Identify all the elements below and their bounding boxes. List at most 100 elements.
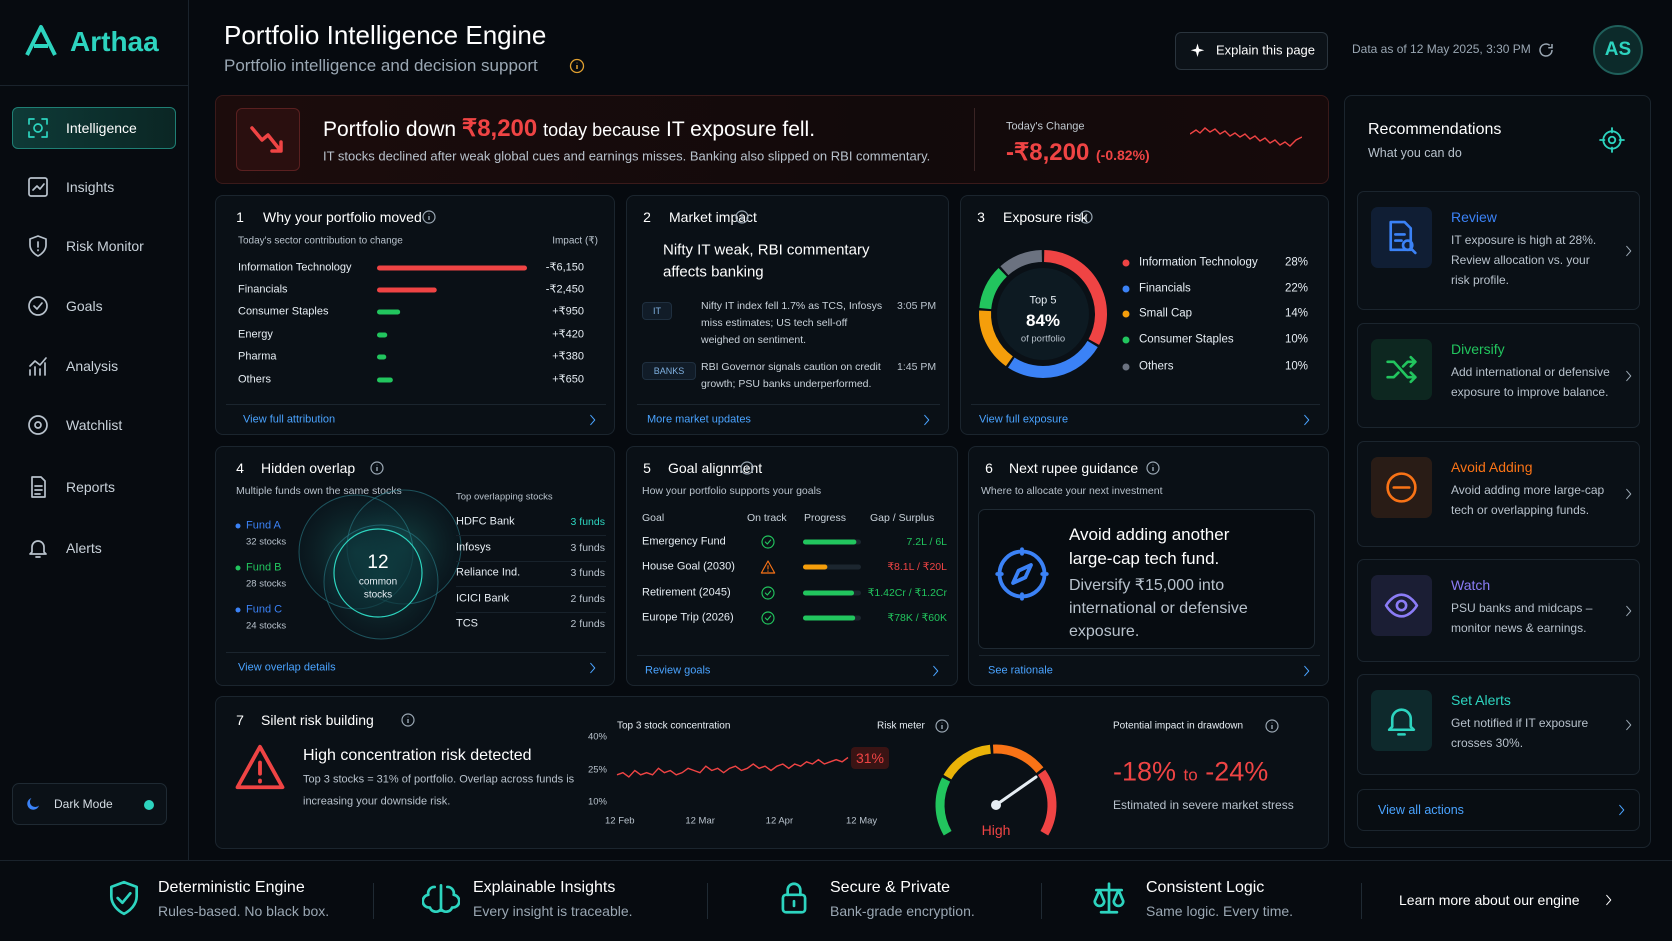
card-title: Market impact [669,208,757,225]
legend-dot [1122,363,1130,371]
brand: Arthaa [70,25,159,57]
sidebar-divider [0,85,189,86]
nav-item[interactable]: Goals [66,297,103,314]
card-link[interactable]: More market updates [647,413,751,426]
down-trend-icon [250,126,283,153]
impact-value: +₹420 [552,328,584,341]
avatar[interactable] [1593,25,1643,75]
nav-item[interactable]: Alerts [66,539,102,556]
x-tick-label: 12 Apr [765,815,794,827]
chevron [590,414,596,426]
rec-title: Review [1451,208,1497,225]
gauge-needle [994,775,1038,807]
rec-icon [1387,708,1416,736]
card-title: Goal alignment [668,459,763,476]
end-badge [851,746,889,769]
card-title: Why your portfolio moved [263,208,422,225]
rec-card[interactable] [1357,323,1640,428]
recommendations-panel: Recommendations What you can do Review IT e… [1344,95,1651,848]
icon-shape [764,615,772,621]
rec-link[interactable]: View all actions [1378,802,1464,817]
rec-text: risk profile. [1451,273,1510,288]
fund-dot [235,565,241,571]
donut-segment [979,267,1008,310]
card-graphics [979,250,1130,378]
icon-shape [1384,593,1419,618]
nav-item[interactable]: Intelligence [66,119,137,136]
nav-icon [31,476,46,498]
info-icon [401,713,415,727]
nav-item[interactable]: Reports [66,478,116,495]
nav-item[interactable]: Watchlist [66,416,123,433]
legend-label: Others [1139,360,1174,373]
card-link[interactable]: View full exposure [979,413,1069,426]
card-number: 7 [236,711,244,728]
icon-shape [401,713,415,727]
chevron [933,665,939,677]
donut-top: Top 5 [1029,294,1057,307]
icon-shape [995,547,1049,601]
card-divider [971,404,1320,405]
icon-shape [1190,43,1205,57]
headline-lead: Portfolio down [323,118,457,142]
guidance-headline: Avoid adding another [1069,525,1230,545]
card-link[interactable]: See rationale [988,664,1053,677]
icon-shape [935,719,949,733]
info-icon [935,719,949,733]
icon-shape [1389,220,1413,252]
rec-card[interactable] [1357,441,1640,547]
impact-high: -24% [1205,756,1269,787]
footer-link[interactable]: Learn more about our engine [1399,891,1580,908]
icon-shape [1599,127,1625,153]
donut-segment [1000,250,1043,276]
icon-shape [1079,210,1093,224]
chevron [1626,370,1632,381]
card-link[interactable]: Review goals [645,664,711,677]
nav-item[interactable]: Risk Monitor [66,237,144,254]
refresh-icon[interactable] [1537,41,1555,59]
icon-shape [1619,804,1625,816]
rec-card[interactable] [1357,674,1640,775]
common-label: common [358,576,398,588]
dark-mode-toggle[interactable] [12,783,167,825]
impact-note: Estimated in severe market stress [1113,798,1294,813]
nav-item[interactable]: Insights [66,178,115,195]
row-divider [456,560,606,562]
icon-shape [760,560,776,574]
info-icon [569,58,585,74]
dark-mode-label: Dark Mode [54,797,113,812]
gauge-segment [992,744,1044,774]
goal-gap: ₹8.1L / ₹20L [887,560,947,573]
card-graphics [235,489,462,640]
card-link[interactable]: View overlap details [238,661,336,674]
info-icon [1079,210,1093,224]
rec-link-box[interactable] [1357,789,1640,831]
sector-name: Financials [238,283,288,296]
card-number: 5 [643,459,651,476]
nav-item[interactable]: Analysis [66,357,119,374]
donut-value: 84% [1025,311,1061,331]
fund-stocks: 24 stocks [246,620,287,632]
icon-shape [29,357,47,376]
impact-low: -18% [1113,756,1177,787]
goal-gap: 7.2L / 6L [906,535,947,548]
sparkle-icon [1190,43,1205,57]
icon-shape [1602,130,1622,150]
feature-text: Same logic. Every time. [1146,902,1294,919]
donut-bottom: of portfolio [1020,333,1066,345]
impact-value: +₹380 [552,350,584,363]
impact-bar [377,265,527,271]
news-text: RBI Governor signals caution on credit [701,360,881,373]
icon-shape [33,123,43,133]
banner [215,95,1329,184]
icon-shape [761,611,775,625]
risk-headline: High concentration risk detected [303,746,532,764]
card-link[interactable]: View full attribution [243,413,336,426]
goal-gap: ₹1.42Cr / ₹1.2Cr [867,586,947,599]
card-title: Next rupee guidance [1009,459,1139,476]
fund-name: Fund C [246,603,283,616]
rec-title: Avoid Adding [1451,458,1533,475]
icon-shape [1386,355,1417,384]
panel-subtitle: What you can do [1368,145,1462,160]
rec-text: Add international or defensive [1451,365,1610,380]
